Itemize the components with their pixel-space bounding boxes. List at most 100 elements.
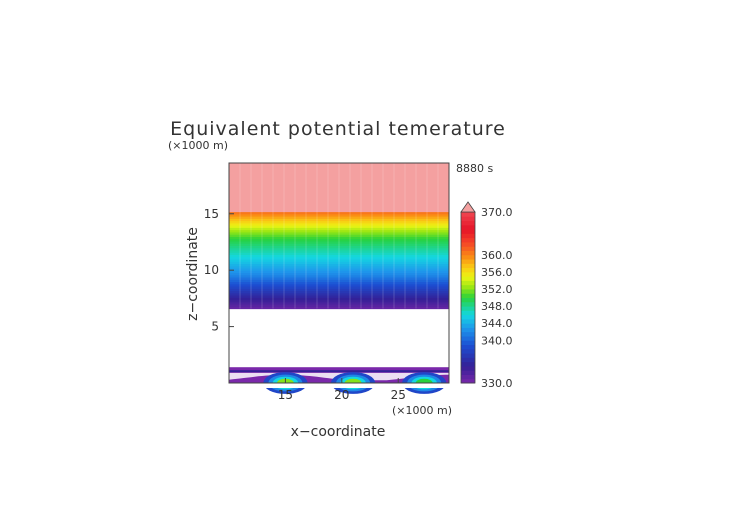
contour-band — [229, 187, 449, 191]
colorbar-swatch — [461, 357, 475, 363]
contour-band — [229, 167, 449, 171]
contour-band — [229, 249, 449, 253]
contour-band — [229, 171, 449, 175]
contour-band — [229, 247, 449, 251]
contour-band — [229, 258, 449, 262]
x-tick-label: 25 — [391, 388, 406, 402]
contour-band — [229, 261, 449, 265]
colorbar-label: 344.0 — [481, 317, 513, 330]
colorbar-swatch — [461, 229, 475, 234]
contour-band — [229, 274, 449, 278]
contour-band — [229, 297, 449, 301]
colorbar-swatch — [461, 361, 475, 367]
contour-band — [229, 180, 449, 184]
contour-band — [229, 182, 449, 186]
colorbar-swatch — [461, 233, 475, 239]
colorbar-label: 352.0 — [481, 283, 513, 296]
contour-band — [229, 279, 449, 283]
surface-layer-edge — [229, 370, 449, 373]
y-tick-label: 15 — [204, 207, 219, 221]
contour-band — [229, 265, 449, 269]
contour-band — [229, 272, 449, 276]
contour-band — [229, 231, 449, 235]
z-unit-label: (×1000 m) — [168, 139, 228, 152]
contour-band — [229, 207, 449, 210]
x-tick-label: 20 — [334, 388, 349, 402]
contour-band — [229, 245, 449, 249]
contour-band — [229, 292, 449, 296]
colorbar-swatch — [461, 212, 475, 217]
contour-band — [229, 193, 449, 197]
contour-band — [229, 229, 449, 233]
colorbar-label: 370.0 — [481, 206, 513, 219]
contour-band — [229, 222, 449, 226]
colorbar-swatch — [461, 246, 475, 251]
colorbar-label: 348.0 — [481, 300, 513, 313]
contour-band — [229, 283, 449, 287]
contour-band — [229, 165, 449, 169]
contour-band — [229, 227, 449, 231]
contour-band — [229, 216, 449, 219]
colorbar-label: 330.0 — [481, 377, 513, 390]
colorbar-swatch — [461, 237, 475, 243]
x-axis-label: x−coordinate — [291, 424, 386, 440]
colorbar-swatch — [461, 365, 475, 371]
contour-band — [229, 256, 449, 260]
contour-band — [229, 204, 449, 208]
colorbar-swatch — [461, 306, 475, 311]
contour-band — [229, 299, 449, 303]
contour-band — [229, 290, 449, 294]
contour-band — [229, 238, 449, 242]
colorbar-label: 340.0 — [481, 334, 513, 347]
contour-band — [229, 240, 449, 244]
colorbar-swatch — [461, 267, 475, 273]
contour-band — [229, 174, 449, 177]
colorbar-swatch — [461, 335, 475, 341]
contour-band — [229, 176, 449, 180]
colorbar-swatch — [461, 276, 475, 281]
colorbar-swatch — [461, 293, 475, 298]
y-tick-label: 10 — [204, 263, 219, 277]
colorbar-swatch — [461, 263, 475, 269]
colorbar-swatch — [461, 378, 475, 384]
x-unit-label: (×1000 m) — [392, 404, 452, 417]
colorbar-swatch — [461, 318, 475, 324]
colorbar-swatch — [461, 327, 475, 333]
contour-band — [229, 196, 449, 199]
contour-band — [229, 304, 449, 307]
contour-band — [229, 288, 449, 292]
y-axis: 5 10 15 — [204, 207, 234, 334]
contour-band — [229, 243, 449, 246]
contour-band — [229, 234, 449, 237]
contour-band — [229, 225, 449, 228]
colorbar-label: 360.0 — [481, 249, 513, 262]
contour-band — [229, 169, 449, 173]
contour-band — [229, 236, 449, 240]
contour-band — [229, 306, 449, 310]
colorbar-swatch — [461, 280, 475, 286]
colorbar-swatch — [461, 310, 475, 316]
contour-band — [229, 276, 449, 280]
colorbar-swatch — [461, 220, 475, 226]
contour-band — [229, 220, 449, 224]
contour-band — [229, 213, 449, 217]
plot-bottom-mask — [229, 383, 449, 388]
colorbar-swatch — [461, 216, 475, 222]
colorbar-swatch — [461, 250, 475, 256]
colorbar-swatch — [461, 224, 475, 230]
x-axis: 15 20 25 — [278, 378, 406, 402]
contour-band — [229, 301, 449, 305]
time-label: 8880 s — [456, 162, 493, 175]
contour-band — [229, 270, 449, 274]
contour-band — [229, 285, 449, 289]
colorbar-swatch — [461, 340, 475, 346]
colorbar-swatch — [461, 344, 475, 350]
contour-band — [229, 263, 449, 267]
contour-band — [229, 191, 449, 195]
y-tick-label: 5 — [211, 320, 219, 334]
contour-band — [229, 281, 449, 285]
colorbar-extend-arrow — [460, 201, 476, 213]
contour-band — [229, 252, 449, 255]
contour-band — [229, 185, 449, 188]
